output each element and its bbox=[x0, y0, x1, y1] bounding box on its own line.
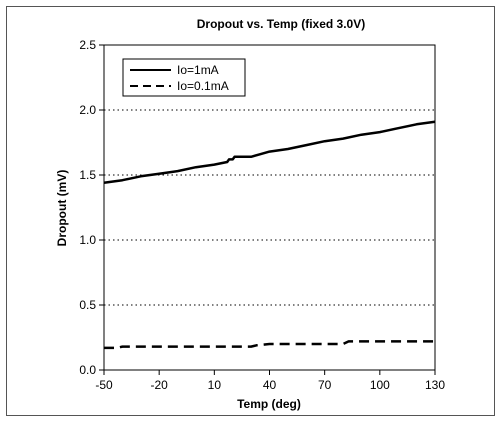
y-tick-label: 2.0 bbox=[79, 103, 96, 117]
y-tick-label: 1.5 bbox=[79, 168, 96, 182]
grid-lines bbox=[104, 109, 435, 306]
series-line-io-1ma bbox=[103, 120, 436, 185]
y-tick-label: 2.5 bbox=[79, 38, 96, 52]
y-tick-label: 0.5 bbox=[79, 298, 96, 312]
x-tick-label: 10 bbox=[208, 378, 222, 392]
y-tick-label: 0.0 bbox=[79, 363, 96, 377]
axis-ticks: 0.0 0.5 1.0 1.5 2.0 2.5 -50 -20 10 40 70 100 130 bbox=[79, 38, 445, 392]
legend-label-io-0-1ma: Io=0.1mA bbox=[177, 79, 229, 93]
y-tick-label: 1.0 bbox=[79, 233, 96, 247]
x-tick-label: -50 bbox=[95, 378, 113, 392]
legend-box bbox=[122, 58, 246, 97]
y-axis-label: Dropout (mV) bbox=[55, 170, 69, 247]
legend: Io=1mA Io=0.1mA bbox=[122, 58, 246, 97]
legend-label-io-1ma: Io=1mA bbox=[177, 63, 219, 77]
series-lines bbox=[103, 120, 436, 350]
chart-title: Dropout vs. Temp (fixed 3.0V) bbox=[197, 17, 365, 31]
x-tick-label: 40 bbox=[263, 378, 277, 392]
x-tick-label: -20 bbox=[150, 378, 168, 392]
x-tick-label: 100 bbox=[370, 378, 390, 392]
x-tick-label: 130 bbox=[425, 378, 445, 392]
series-line-io-0-1ma bbox=[104, 340, 435, 350]
x-axis-label: Temp (deg) bbox=[237, 397, 301, 411]
x-tick-label: 70 bbox=[318, 378, 332, 392]
